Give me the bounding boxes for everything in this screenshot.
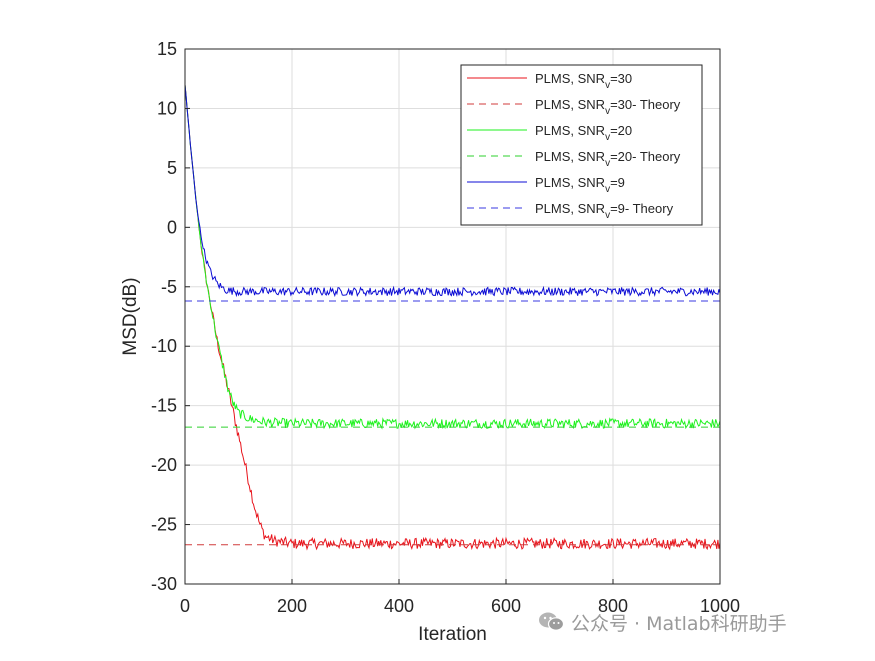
x-tick-label: 600 bbox=[491, 596, 521, 616]
y-tick-label: 5 bbox=[167, 158, 177, 178]
y-tick-label: -5 bbox=[161, 277, 177, 297]
legend: PLMS, SNRv=30 PLMS, SNRv=30- Theory PLMS, … bbox=[460, 64, 703, 226]
series-layer bbox=[184, 84, 721, 551]
y-tick-label: -20 bbox=[151, 455, 177, 475]
y-tick-label: -10 bbox=[151, 336, 177, 356]
wechat-icon bbox=[539, 612, 565, 631]
y-tick-label: -25 bbox=[151, 515, 177, 535]
x-tick-label: 1000 bbox=[700, 596, 740, 616]
legend-box bbox=[460, 64, 703, 226]
legend-label-3: PLMS, SNRv=20- Theory bbox=[535, 149, 681, 169]
x-tick-label: 0 bbox=[180, 596, 190, 616]
y-tick-label: 15 bbox=[157, 39, 177, 59]
series-line-0 bbox=[184, 84, 721, 551]
watermark-text: 公众号 · Matlab科研助手 bbox=[571, 612, 787, 635]
y-tick-label: 0 bbox=[167, 217, 177, 237]
y-axis-label: MSD(dB) bbox=[120, 277, 141, 355]
legend-label-5: PLMS, SNRv=9- Theory bbox=[535, 201, 674, 221]
watermark: 公众号 · Matlab科研助手 bbox=[537, 606, 787, 638]
y-tick-label: -30 bbox=[151, 574, 177, 594]
x-tick-label: 200 bbox=[277, 596, 307, 616]
legend-label-4: PLMS, SNRv=9 bbox=[535, 175, 625, 195]
plot-frame bbox=[184, 48, 721, 585]
series-line-2 bbox=[184, 84, 721, 430]
y-tick-label: -15 bbox=[151, 396, 177, 416]
series-line-4 bbox=[184, 84, 721, 298]
legend-label-0: PLMS, SNRv=30 bbox=[535, 71, 632, 91]
grid bbox=[184, 48, 721, 585]
legend-label-1: PLMS, SNRv=30- Theory bbox=[535, 97, 681, 117]
y-tick-label: 10 bbox=[157, 98, 177, 118]
x-tick-label: 400 bbox=[384, 596, 414, 616]
x-tick-label: 800 bbox=[598, 596, 628, 616]
legend-label-2: PLMS, SNRv=20 bbox=[535, 123, 632, 143]
x-axis-label: Iteration bbox=[418, 624, 487, 645]
ticks: 0 200 400 600 800 1000 15 10 5 0 -5 -10 -15 -20 -25 -30 bbox=[151, 39, 740, 616]
